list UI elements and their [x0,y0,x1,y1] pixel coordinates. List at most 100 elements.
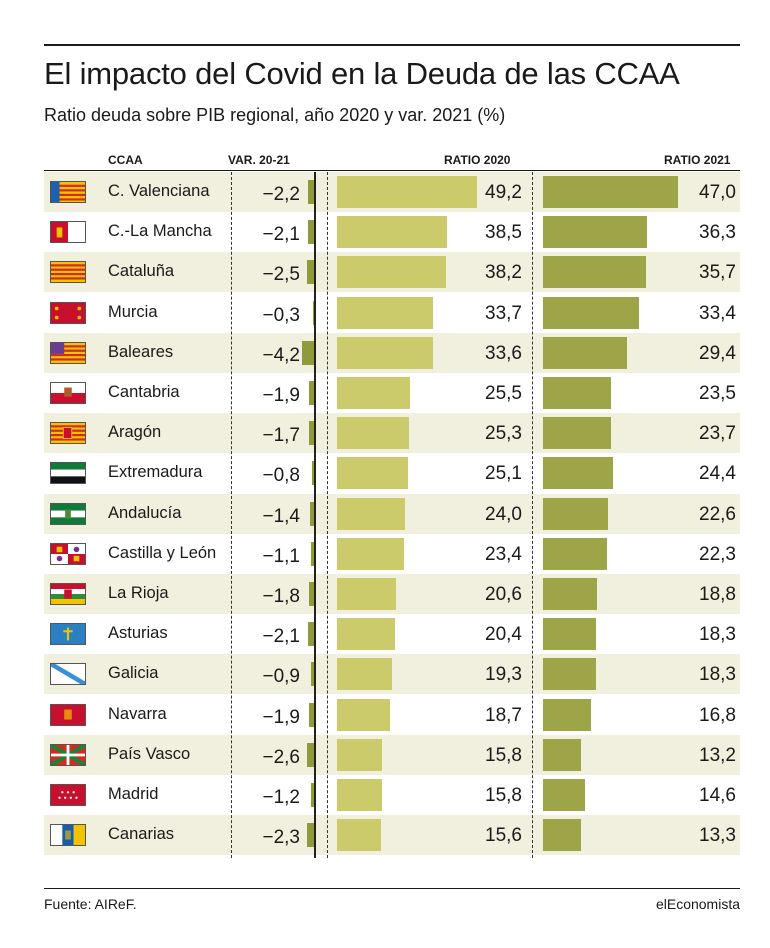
ratio-2021-label: 24,4 [699,463,736,485]
ratio-2020-bar [337,377,410,409]
ratio-2020-label: 19,3 [485,664,522,686]
header-ratio-2020: RATIO 2020 [444,153,511,167]
ratio-2021-bar [543,377,611,409]
region-name: Murcia [108,302,158,321]
source-note: Fuente: AIReF. [44,896,137,912]
ratio-2020-label: 20,6 [485,584,522,605]
var-bar [310,541,314,566]
var-label: −2,3 [262,827,300,849]
var-bar [308,220,314,245]
var-label: −1,7 [262,425,300,447]
var-label: −1,8 [262,586,300,607]
header-ratio-2021: RATIO 2021 [664,153,731,167]
madrid-flag [50,784,86,806]
var-bar [307,180,314,204]
ratio-2021-bar [543,578,597,610]
table-row: Andalucía −1,4 24,0 22,6 [44,493,740,534]
table-row: C. Valenciana −2,2 49,2 47,0 [44,172,740,212]
ratio-2020-bar [337,457,409,490]
asturias-flag [50,623,86,646]
ratio-2021-label: 18,3 [699,664,736,686]
top-rule [44,44,740,46]
castilla-la-mancha-flag [50,221,86,244]
var-bar [308,582,314,606]
galicia-flag [50,663,86,686]
brand-label: elEconomista [655,896,740,912]
table-row: Aragón −1,7 25,3 23,7 [44,413,740,454]
ratio-2020-bar [337,216,447,249]
ratio-2020-bar [337,658,392,691]
ratio-2020-label: 15,8 [485,744,522,766]
table-row: Baleares −4,2 33,6 29,4 [44,332,740,373]
ratio-2021-bar [543,457,614,490]
region-name: Navarra [108,704,167,723]
var-label: −2,2 [262,184,300,205]
var-label: −0,8 [262,465,300,487]
ratio-2021-bar [543,497,608,530]
region-name: País Vasco [108,744,191,763]
castilla-y-leon-flag [50,542,86,565]
table-row: Asturias −2,1 20,4 18,3 [44,614,740,654]
ratio-2021-bar [543,779,585,811]
murcia-flag [50,301,86,324]
var-bar [310,501,314,526]
cantabria-flag [50,382,86,404]
ratio-2020-bar [337,296,433,329]
var-bar [306,742,314,767]
region-name: Cantabria [108,383,180,401]
ratio-2020-label: 23,4 [485,543,522,565]
var-bar [308,381,314,405]
var-label: −1,2 [262,787,300,808]
ratio-2021-bar [543,296,639,329]
var-label: −1,4 [262,505,300,527]
region-name: C. Valenciana [108,182,210,200]
bottom-rule [44,888,740,889]
ratio-2020-bar [337,698,391,731]
table-row: Canarias −2,3 15,6 13,3 [44,815,740,856]
ratio-2020-label: 15,8 [485,785,522,806]
ratio-2021-bar [543,256,646,289]
ratio-2021-label: 33,4 [699,302,736,324]
var-bar [311,461,314,486]
ratio-2021-bar [543,537,608,570]
ratio-2020-label: 20,4 [485,624,522,646]
ratio-2021-label: 29,4 [699,342,736,364]
var-bar [308,702,314,727]
var-label: −2,1 [262,224,300,246]
region-name: Andalucía [108,503,182,522]
ratio-2021-label: 18,8 [699,584,736,605]
ratio-2020-label: 33,6 [485,342,522,364]
region-name: Madrid [108,785,159,803]
var-bar [310,783,314,807]
var-label: −0,9 [262,666,300,688]
var-bar [307,823,314,848]
ratio-2021-bar [543,618,596,651]
cataluna-flag [50,261,86,284]
ratio-2021-label: 18,3 [699,624,736,646]
var-label: −2,5 [262,264,300,286]
var-bar [308,622,314,647]
var-bar [306,260,314,285]
ratio-2020-label: 25,5 [485,383,522,404]
ratio-2020-bar [337,537,404,570]
la-rioja-flag [50,583,86,605]
ratio-2020-bar [337,578,396,610]
table-row: Murcia −0,3 33,7 33,4 [44,293,740,333]
var-label: −2,6 [262,746,300,768]
var-bar [302,340,314,365]
var-label: −4,2 [262,344,300,366]
ratio-2021-label: 16,8 [699,704,736,726]
ratio-2021-bar [543,819,582,852]
ratio-2021-label: 13,3 [699,825,736,847]
ratio-2021-label: 13,2 [699,744,736,766]
ratio-2020-label: 33,7 [485,302,522,324]
ratio-2021-label: 22,6 [699,503,736,525]
var-label: −2,1 [262,626,300,648]
var-bar [311,662,314,687]
canarias-flag [50,824,86,847]
table-row: Extremadura −0,8 25,1 24,4 [44,453,740,493]
column-divider-2020 [327,172,328,858]
chart-title: El impacto del Covid en la Deuda de las … [44,56,680,91]
ratio-2021-label: 36,3 [699,222,736,244]
ratio-2020-bar [337,176,477,208]
